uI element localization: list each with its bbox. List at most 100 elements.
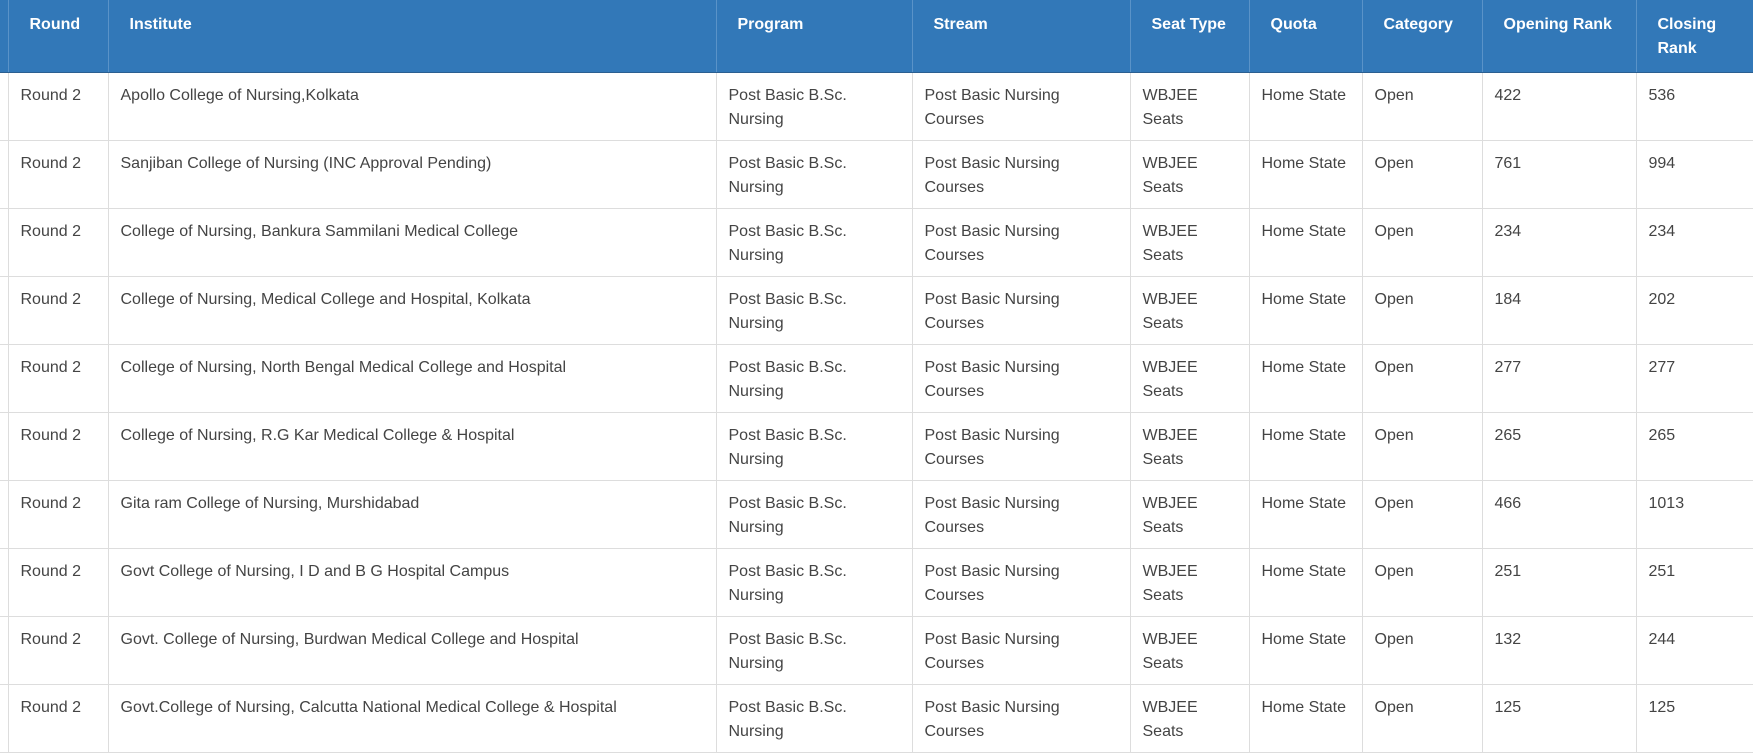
table-cell: Home State — [1249, 72, 1363, 141]
table-row: Round 2 Gita ram College of Nursing, Murs… — [0, 480, 1753, 549]
column-header[interactable]: Opening Rank — [1482, 0, 1637, 73]
table-cell: 277 — [1636, 344, 1753, 413]
table-cell: Apollo College of Nursing,Kolkata — [108, 72, 717, 141]
table-row: Round 2 College of Nursing, R.G Kar Medic… — [0, 412, 1753, 481]
table-cell: College of Nursing, Medical College and … — [108, 276, 717, 345]
column-header[interactable]: Category — [1362, 0, 1483, 73]
table-cell: Post Basic B.Sc. Nursing — [716, 276, 913, 345]
table-cell: 125 — [1636, 684, 1753, 753]
table-cell: Open — [1362, 548, 1483, 617]
table-cell: 265 — [1482, 412, 1637, 481]
table-cell: Round 2 — [8, 412, 109, 481]
table-cell: 184 — [1482, 276, 1637, 345]
table-cell: 265 — [1636, 412, 1753, 481]
table-cell: Open — [1362, 140, 1483, 209]
header-text: Category — [1383, 16, 1453, 33]
table-cell: Open — [1362, 480, 1483, 549]
table-cell: Home State — [1249, 548, 1363, 617]
column-header[interactable]: Program — [716, 0, 913, 73]
table-cell: Post Basic B.Sc. Nursing — [716, 72, 913, 141]
table-cell: Gita ram College of Nursing, Murshidabad — [108, 480, 717, 549]
table-cell: Open — [1362, 616, 1483, 685]
table-cell: Post Basic Nursing Courses — [912, 208, 1131, 277]
table-cell: WBJEE Seats — [1130, 72, 1250, 141]
table-cell: 1013 — [1636, 480, 1753, 549]
header-text: Round — [29, 16, 81, 33]
table-cell: Post Basic B.Sc. Nursing — [716, 480, 913, 549]
table-row: Round 2 College of Nursing, Bankura Sammi… — [0, 208, 1753, 277]
table-cell: 277 — [1482, 344, 1637, 413]
row-spacer — [0, 140, 9, 209]
table-cell: College of Nursing, Bankura Sammilani Me… — [108, 208, 717, 277]
header-row: Round Institute Program Stream Seat Type… — [0, 0, 1753, 73]
table-cell: WBJEE Seats — [1130, 412, 1250, 481]
table-cell: Post Basic Nursing Courses — [912, 684, 1131, 753]
table-cell: Home State — [1249, 276, 1363, 345]
table-cell: Round 2 — [8, 276, 109, 345]
table-cell: Post Basic Nursing Courses — [912, 548, 1131, 617]
table-cell: Open — [1362, 72, 1483, 141]
table-cell: Home State — [1249, 480, 1363, 549]
table-cell: Open — [1362, 276, 1483, 345]
table-cell: WBJEE Seats — [1130, 548, 1250, 617]
column-header[interactable]: Institute — [108, 0, 717, 73]
table-cell: Post Basic Nursing Courses — [912, 412, 1131, 481]
table-cell: Post Basic Nursing Courses — [912, 72, 1131, 141]
row-spacer — [0, 684, 9, 753]
table-cell: Open — [1362, 412, 1483, 481]
table-cell: Round 2 — [8, 72, 109, 141]
table-cell: 466 — [1482, 480, 1637, 549]
table-cell: 761 — [1482, 140, 1637, 209]
row-spacer — [0, 412, 9, 481]
table-cell: Post Basic B.Sc. Nursing — [716, 412, 913, 481]
table-cell: WBJEE Seats — [1130, 208, 1250, 277]
table-cell: 536 — [1636, 72, 1753, 141]
table-cell: WBJEE Seats — [1130, 480, 1250, 549]
header-text: Stream — [933, 16, 988, 33]
table-cell: 251 — [1482, 548, 1637, 617]
table-cell: WBJEE Seats — [1130, 276, 1250, 345]
table-cell: Post Basic B.Sc. Nursing — [716, 616, 913, 685]
table-cell: WBJEE Seats — [1130, 344, 1250, 413]
table-cell: Round 2 — [8, 616, 109, 685]
header-text: Program — [737, 16, 804, 33]
table-cell: Govt College of Nursing, I D and B G Hos… — [108, 548, 717, 617]
table-cell: 244 — [1636, 616, 1753, 685]
table-cell: Post Basic Nursing Courses — [912, 276, 1131, 345]
table-cell: Open — [1362, 208, 1483, 277]
table-cell: Home State — [1249, 208, 1363, 277]
table-row: Round 2 Govt.College of Nursing, Calcutta… — [0, 684, 1753, 753]
table-cell: Post Basic Nursing Courses — [912, 344, 1131, 413]
table-row: Round 2 Apollo College of Nursing,Kolkata… — [0, 72, 1753, 141]
column-header[interactable]: Seat Type — [1130, 0, 1250, 73]
row-spacer — [0, 208, 9, 277]
table-cell: Post Basic Nursing Courses — [912, 616, 1131, 685]
row-spacer — [0, 480, 9, 549]
table-cell: 234 — [1482, 208, 1637, 277]
column-header[interactable]: Round — [8, 0, 109, 73]
table-cell: 422 — [1482, 72, 1637, 141]
table-cell: 251 — [1636, 548, 1753, 617]
table-row: Round 2 Govt. College of Nursing, Burdwan… — [0, 616, 1753, 685]
header-text: Seat Type — [1151, 16, 1226, 33]
table-cell: Post Basic B.Sc. Nursing — [716, 208, 913, 277]
column-header[interactable]: Stream — [912, 0, 1131, 73]
table-cell: Post Basic B.Sc. Nursing — [716, 140, 913, 209]
column-header[interactable]: Closing Rank — [1636, 0, 1753, 73]
column-header[interactable]: Quota — [1249, 0, 1363, 73]
table-cell: Round 2 — [8, 480, 109, 549]
table-cell: Round 2 — [8, 344, 109, 413]
header-text: Quota — [1270, 16, 1317, 33]
table-row: Round 2 Govt College of Nursing, I D and … — [0, 548, 1753, 617]
header-text: Institute — [129, 16, 192, 33]
header-text: Closing Rank — [1657, 16, 1717, 57]
row-spacer — [0, 276, 9, 345]
table-cell: Home State — [1249, 344, 1363, 413]
row-spacer — [0, 548, 9, 617]
header-spacer — [0, 0, 9, 73]
table-cell: Open — [1362, 684, 1483, 753]
table-cell: Round 2 — [8, 684, 109, 753]
row-spacer — [0, 344, 9, 413]
